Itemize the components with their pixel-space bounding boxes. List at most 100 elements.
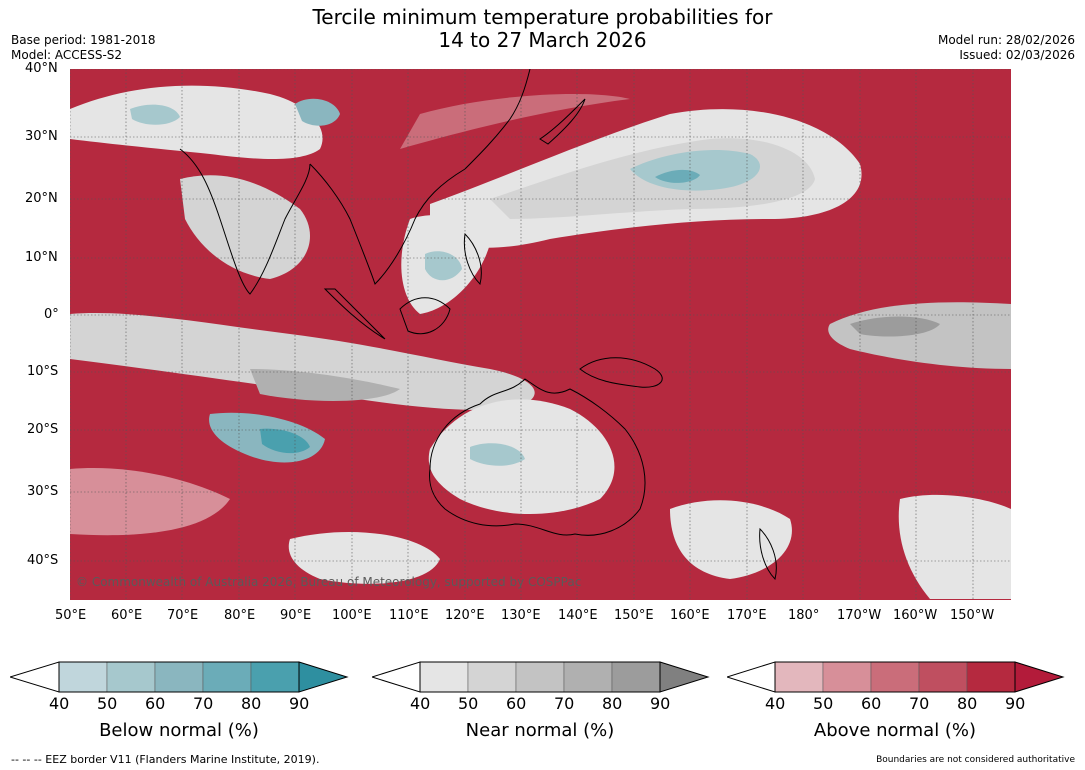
colorbar-near-segment-2 bbox=[467, 661, 517, 693]
above-normal-title: Above normal (%) bbox=[813, 720, 977, 741]
coastline-india bbox=[179, 148, 311, 295]
below-normal-west-asia bbox=[130, 104, 180, 125]
near-normal-tasman bbox=[670, 500, 792, 579]
below-normal-australia bbox=[470, 443, 525, 466]
colorbar-near-segment-4 bbox=[563, 661, 613, 693]
colorbar-near-segment-5 bbox=[611, 661, 661, 693]
colorbar-below-segment-3 bbox=[154, 661, 204, 693]
below-tick-60: 60 bbox=[145, 694, 166, 713]
colorbar-above-segment-4 bbox=[918, 661, 968, 693]
near-normal-indian-ocean-deep bbox=[250, 369, 400, 401]
lon-label-180: 180° bbox=[788, 608, 820, 623]
near-tick-70: 70 bbox=[554, 694, 575, 713]
coastline-indochina bbox=[309, 163, 466, 285]
lat-label-10s: 10°S bbox=[27, 364, 59, 379]
colorbar-near-segment-1 bbox=[419, 661, 469, 693]
near-tick-40: 40 bbox=[410, 694, 431, 713]
lon-label-160e: 160°E bbox=[670, 608, 710, 623]
coastline-sumatra bbox=[323, 288, 386, 340]
coastline-new-zealand bbox=[759, 527, 777, 580]
lon-label-100e: 100°E bbox=[332, 608, 372, 623]
colorbar-near-max-arrow bbox=[659, 661, 710, 693]
near-tick-60: 60 bbox=[506, 694, 527, 713]
colorbar-below-segment-5 bbox=[250, 661, 300, 693]
lat-label-20s: 20°S bbox=[27, 422, 59, 437]
lat-label-40n: 40°N bbox=[25, 61, 58, 76]
colorbar-below-max-arrow bbox=[298, 661, 349, 693]
near-tick-90: 90 bbox=[650, 694, 671, 713]
colorbar-below-min-arrow bbox=[10, 661, 60, 693]
near-normal-central-pacific-core bbox=[850, 316, 940, 337]
below-tick-80: 80 bbox=[241, 694, 262, 713]
lat-label-30s: 30°S bbox=[27, 484, 59, 499]
lon-label-170e: 170°E bbox=[727, 608, 767, 623]
lat-label-20n: 20°N bbox=[25, 191, 58, 206]
near-tick-50: 50 bbox=[458, 694, 479, 713]
coastline-philippines bbox=[463, 232, 482, 285]
below-normal-scs bbox=[425, 251, 462, 281]
above-tick-90: 90 bbox=[1005, 694, 1026, 713]
colorbar-below-segment-2 bbox=[106, 661, 156, 693]
below-tick-40: 40 bbox=[49, 694, 70, 713]
graticule bbox=[70, 69, 1011, 600]
colorbar-near-frame bbox=[419, 661, 661, 693]
colorbar-above-segment-3 bbox=[870, 661, 920, 693]
above-tick-80: 80 bbox=[957, 694, 978, 713]
below-normal-title: Below normal (%) bbox=[99, 720, 259, 741]
colorbar-below bbox=[10, 661, 349, 693]
above-normal-light-halo bbox=[400, 94, 630, 149]
coastline-new-guinea bbox=[579, 357, 663, 388]
colorbar-above-segment-2 bbox=[822, 661, 872, 693]
colorbar-above bbox=[727, 661, 1065, 693]
below-normal-north-pacific-core bbox=[655, 169, 700, 183]
lon-label-150w: 150°W bbox=[950, 608, 995, 623]
below-normal-tibet bbox=[295, 98, 340, 126]
lon-label-170w: 170°W bbox=[837, 608, 882, 623]
coastline-australia bbox=[429, 378, 646, 536]
colorbar-above-frame bbox=[774, 661, 1016, 693]
chart-title-line2: 14 to 27 March 2026 bbox=[438, 28, 647, 52]
near-tick-80: 80 bbox=[602, 694, 623, 713]
tercile-map bbox=[70, 69, 1011, 600]
colorbar-above-segment-5 bbox=[966, 661, 1016, 693]
below-tick-50: 50 bbox=[97, 694, 118, 713]
above-tick-70: 70 bbox=[909, 694, 930, 713]
map-fields bbox=[70, 69, 1011, 600]
lon-label-140e: 140°E bbox=[558, 608, 598, 623]
colorbar-above-min-arrow bbox=[727, 661, 776, 693]
model-run: Model run: 28/02/2026 bbox=[937, 33, 1075, 47]
coastline-china bbox=[464, 69, 531, 170]
near-normal-south-pacific-east bbox=[898, 494, 1011, 599]
lon-label-150e: 150°E bbox=[614, 608, 654, 623]
lat-label-30n: 30°N bbox=[25, 129, 58, 144]
coastline-borneo bbox=[399, 297, 451, 335]
colorbar-below-segment-1 bbox=[58, 661, 108, 693]
near-normal-india bbox=[180, 175, 310, 279]
near-normal-title: Near normal (%) bbox=[465, 720, 615, 741]
colorbar-near bbox=[372, 661, 710, 693]
below-normal-south-indian-core bbox=[260, 428, 310, 454]
eez-border-note: -- -- -- EEZ border V11 (Flanders Marine… bbox=[11, 753, 320, 766]
base-period: Base period: 1981-2018 bbox=[11, 33, 156, 47]
above-tick-50: 50 bbox=[813, 694, 834, 713]
lon-label-120e: 120°E bbox=[445, 608, 485, 623]
lon-label-160w: 160°W bbox=[893, 608, 938, 623]
model-name: Model: ACCESS-S2 bbox=[11, 48, 123, 62]
lon-label-70e: 70°E bbox=[167, 608, 199, 623]
lon-label-130e: 130°E bbox=[501, 608, 541, 623]
lon-label-80e: 80°E bbox=[224, 608, 256, 623]
colorbar-near-segment-3 bbox=[515, 661, 565, 693]
coastline-japan bbox=[539, 98, 586, 145]
near-normal-southern-ocean bbox=[288, 531, 440, 584]
above-normal-light-south bbox=[70, 468, 230, 536]
near-normal-asia-north bbox=[70, 85, 323, 159]
boundaries-disclaimer: Boundaries are not considered authoritat… bbox=[876, 755, 1075, 765]
colorbar-above-max-arrow bbox=[1014, 661, 1065, 693]
above-tick-40: 40 bbox=[765, 694, 786, 713]
lon-label-50e: 50°E bbox=[55, 608, 87, 623]
lon-label-60e: 60°E bbox=[111, 608, 143, 623]
below-tick-90: 90 bbox=[289, 694, 310, 713]
colorbar-above-segment-1 bbox=[774, 661, 824, 693]
above-tick-60: 60 bbox=[861, 694, 882, 713]
lon-label-110e: 110°E bbox=[389, 608, 429, 623]
